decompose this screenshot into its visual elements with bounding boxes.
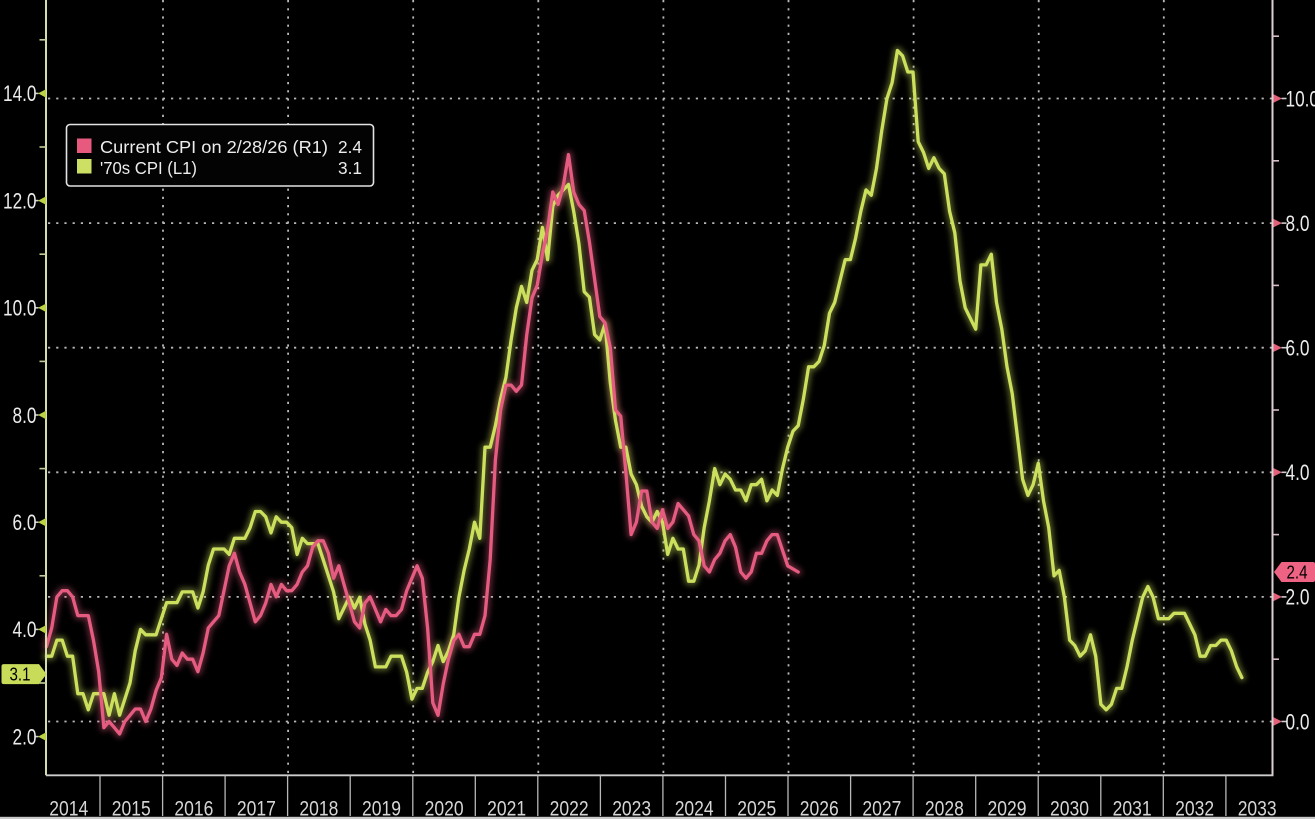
svg-text:2027: 2027 [862, 797, 901, 819]
svg-text:2032: 2032 [1175, 797, 1214, 819]
svg-text:12.0: 12.0 [3, 188, 37, 213]
svg-text:4.0: 4.0 [1286, 460, 1310, 485]
svg-text:14.0: 14.0 [3, 81, 37, 106]
svg-text:4.0: 4.0 [13, 617, 37, 642]
svg-text:2025: 2025 [737, 797, 776, 819]
svg-text:2.4: 2.4 [1287, 563, 1308, 583]
svg-text:2022: 2022 [550, 797, 589, 819]
svg-text:2028: 2028 [925, 797, 964, 819]
svg-text:2.0: 2.0 [13, 724, 37, 749]
svg-text:3.1: 3.1 [10, 665, 31, 685]
svg-text:2023: 2023 [612, 797, 651, 819]
svg-text:10.0: 10.0 [1286, 86, 1315, 111]
svg-text:2015: 2015 [112, 797, 151, 819]
svg-text:8.0: 8.0 [13, 403, 37, 428]
svg-text:2024: 2024 [675, 797, 714, 819]
svg-text:2018: 2018 [299, 797, 338, 819]
svg-text:2.0: 2.0 [1286, 585, 1310, 610]
svg-text:10.0: 10.0 [3, 296, 37, 321]
svg-text:2026: 2026 [800, 797, 839, 819]
svg-text:2030: 2030 [1050, 797, 1089, 819]
svg-text:2031: 2031 [1113, 797, 1152, 819]
svg-text:2019: 2019 [362, 797, 401, 819]
svg-text:2020: 2020 [425, 797, 464, 819]
svg-text:'70s CPI (L1): '70s CPI (L1) [100, 158, 197, 178]
svg-text:3.1: 3.1 [338, 158, 362, 178]
svg-text:6.0: 6.0 [13, 510, 37, 535]
svg-text:6.0: 6.0 [1286, 336, 1310, 361]
svg-text:2.4: 2.4 [338, 137, 362, 157]
svg-text:Current CPI on 2/28/26 (R1): Current CPI on 2/28/26 (R1) [100, 137, 328, 157]
svg-text:2014: 2014 [49, 797, 88, 819]
svg-text:2033: 2033 [1238, 797, 1277, 819]
svg-text:2016: 2016 [174, 797, 213, 819]
svg-text:8.0: 8.0 [1286, 211, 1310, 236]
svg-text:2017: 2017 [237, 797, 276, 819]
svg-text:0.0: 0.0 [1286, 709, 1310, 734]
svg-text:2021: 2021 [487, 797, 526, 819]
svg-text:2029: 2029 [988, 797, 1027, 819]
